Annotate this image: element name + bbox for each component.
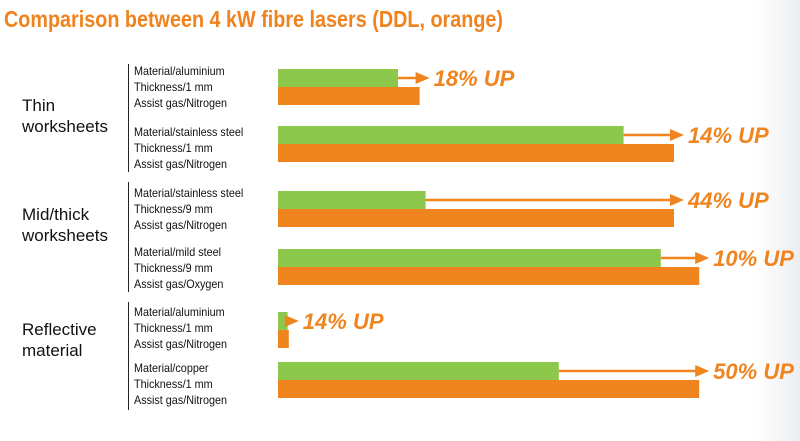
increase-arrow-head: [670, 194, 684, 206]
material-text: Material/mild steel: [134, 245, 222, 259]
thickness-text: Thickness/1 mm: [134, 80, 213, 94]
thickness-text: Thickness/9 mm: [134, 202, 213, 216]
row-label: Material/aluminium Thickness/1 mm Assist…: [134, 304, 227, 352]
increase-annotation: 10% UP: [713, 246, 794, 271]
assist-gas-text: Assist gas/Nitrogen: [134, 157, 228, 171]
material-text: Material/copper: [134, 361, 209, 375]
assist-gas-text: Assist gas/Nitrogen: [134, 96, 228, 110]
row-label: Material/stainless steel Thickness/9 mm …: [134, 185, 243, 233]
material-text: Material/stainless steel: [134, 186, 244, 200]
chart-title: Comparison between 4 kW fibre lasers (DD…: [4, 6, 504, 32]
material-text: Material/aluminium: [134, 305, 225, 319]
group-bracket-mid-thick: [128, 182, 129, 292]
increase-arrow-head: [695, 252, 710, 264]
thickness-text: Thickness/1 mm: [134, 377, 213, 391]
row-label: Material/stainless steel Thickness/1 mm …: [134, 124, 243, 172]
increase-arrow-head: [670, 129, 684, 141]
fibre-laser-bar: [278, 126, 624, 144]
group-label-thin: Thin worksheets: [22, 96, 108, 136]
ddl-bar: [278, 87, 420, 105]
thickness-text: Thickness/1 mm: [134, 141, 213, 155]
ddl-bar: [278, 330, 289, 348]
increase-annotation: 14% UP: [688, 123, 769, 148]
increase-arrow-head: [284, 315, 299, 327]
group-label-mid-thick: Mid/thick worksheets: [22, 205, 108, 245]
fibre-laser-bar: [278, 362, 559, 380]
background-fade: [755, 0, 800, 441]
increase-arrow-head: [695, 365, 710, 377]
assist-gas-text: Assist gas/Nitrogen: [134, 218, 228, 232]
group-bracket-reflective: [128, 302, 129, 410]
row-label: Material/copper Thickness/1 mm Assist ga…: [134, 360, 227, 408]
increase-annotation: 44% UP: [687, 188, 769, 213]
ddl-bar: [278, 144, 674, 162]
assist-gas-text: Assist gas/Nitrogen: [134, 393, 228, 407]
thickness-text: Thickness/9 mm: [134, 261, 213, 275]
fibre-laser-bar: [278, 312, 288, 330]
increase-annotation: 18% UP: [434, 66, 515, 91]
row-label: Material/mild steel Thickness/9 mm Assis…: [134, 244, 223, 292]
fibre-laser-bar: [278, 191, 426, 209]
material-text: Material/stainless steel: [134, 125, 244, 139]
assist-gas-text: Assist gas/Oxygen: [134, 277, 224, 291]
increase-annotation: 14% UP: [303, 309, 384, 334]
group-bracket-thin: [128, 64, 129, 172]
ddl-bar: [278, 209, 674, 227]
fibre-laser-bar: [278, 249, 661, 267]
fibre-laser-bar: [278, 69, 398, 87]
group-label-reflective: Reflective material: [22, 320, 97, 360]
material-text: Material/aluminium: [134, 64, 225, 78]
increase-annotation: 50% UP: [713, 359, 794, 384]
row-label: Material/aluminium Thickness/1 mm Assist…: [134, 63, 227, 111]
assist-gas-text: Assist gas/Nitrogen: [134, 337, 228, 351]
increase-arrow-head: [415, 72, 430, 84]
thickness-text: Thickness/1 mm: [134, 321, 213, 335]
ddl-bar: [278, 380, 700, 398]
ddl-bar: [278, 267, 700, 285]
